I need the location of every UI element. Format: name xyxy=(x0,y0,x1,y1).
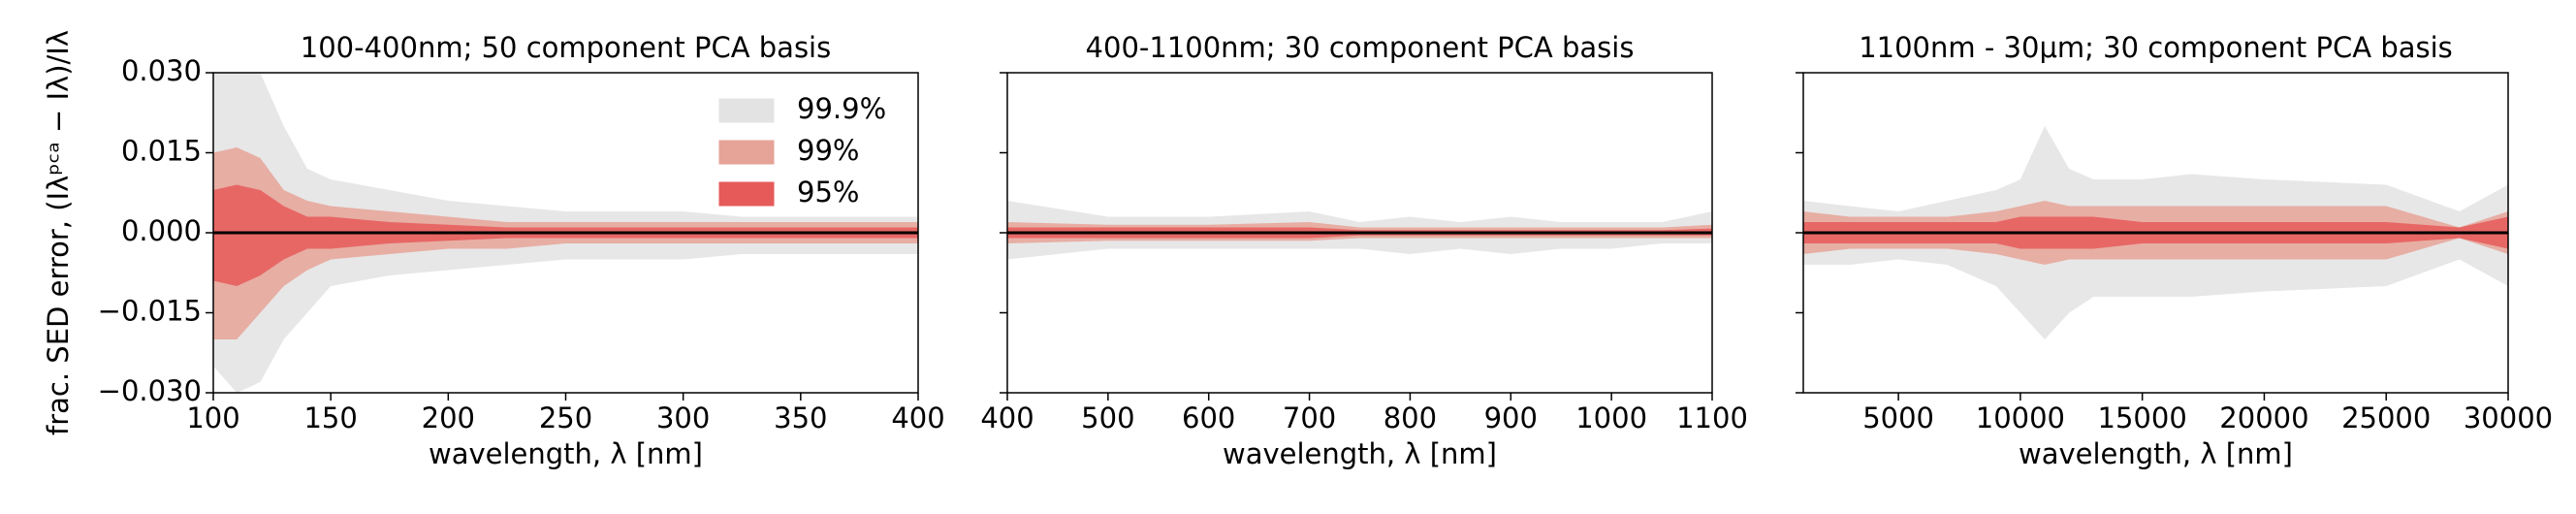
x-tick-label: 150 xyxy=(303,402,357,434)
legend-label: 99% xyxy=(797,134,859,167)
x-tick-label: 30000 xyxy=(2464,402,2553,434)
x-tick-label: 20000 xyxy=(2219,402,2308,434)
x-tick-label: 10000 xyxy=(1976,402,2065,434)
panel-title: 1100nm - 30μm; 30 component PCA basis xyxy=(1859,31,2453,64)
y-tick-label: −0.030 xyxy=(98,374,202,407)
x-tick-label: 300 xyxy=(656,402,710,434)
x-axis-label: wavelength, λ [nm] xyxy=(2019,437,2293,470)
x-axis-label: wavelength, λ [nm] xyxy=(429,437,703,470)
panel-title: 100-400nm; 50 component PCA basis xyxy=(301,31,831,64)
legend-label: 99.9% xyxy=(797,92,886,125)
x-tick-label: 15000 xyxy=(2098,402,2187,434)
legend-swatch xyxy=(718,181,775,207)
y-tick-label: −0.015 xyxy=(98,295,202,328)
y-axis-label: frac. SED error, (Iλᵖᶜᵃ − Iλ)/Iλ xyxy=(42,30,75,435)
y-tick-label: 0.030 xyxy=(121,54,202,87)
x-tick-label: 350 xyxy=(774,402,827,434)
x-tick-label: 700 xyxy=(1283,402,1336,434)
band xyxy=(213,147,918,339)
legend-swatch xyxy=(718,140,775,165)
x-tick-label: 100 xyxy=(186,402,239,434)
x-tick-label: 25000 xyxy=(2341,402,2431,434)
y-tick-label: 0.000 xyxy=(121,214,202,247)
x-tick-label: 900 xyxy=(1484,402,1538,434)
x-tick-label: 400 xyxy=(980,402,1034,434)
panel-title: 400-1100nm; 30 component PCA basis xyxy=(1086,31,1635,64)
x-tick-label: 600 xyxy=(1182,402,1235,434)
legend-swatch xyxy=(718,98,775,123)
x-tick-label: 1000 xyxy=(1575,402,1647,434)
x-tick-label: 200 xyxy=(422,402,475,434)
x-tick-label: 400 xyxy=(891,402,944,434)
x-tick-label: 250 xyxy=(539,402,592,434)
legend-label: 95% xyxy=(797,176,859,209)
x-tick-label: 500 xyxy=(1081,402,1134,434)
band xyxy=(213,184,918,286)
x-tick-label: 5000 xyxy=(1862,402,1934,434)
y-tick-label: 0.015 xyxy=(121,135,202,168)
x-axis-label: wavelength, λ [nm] xyxy=(1223,437,1497,470)
x-tick-label: 800 xyxy=(1383,402,1437,434)
x-tick-label: 1100 xyxy=(1676,402,1748,434)
